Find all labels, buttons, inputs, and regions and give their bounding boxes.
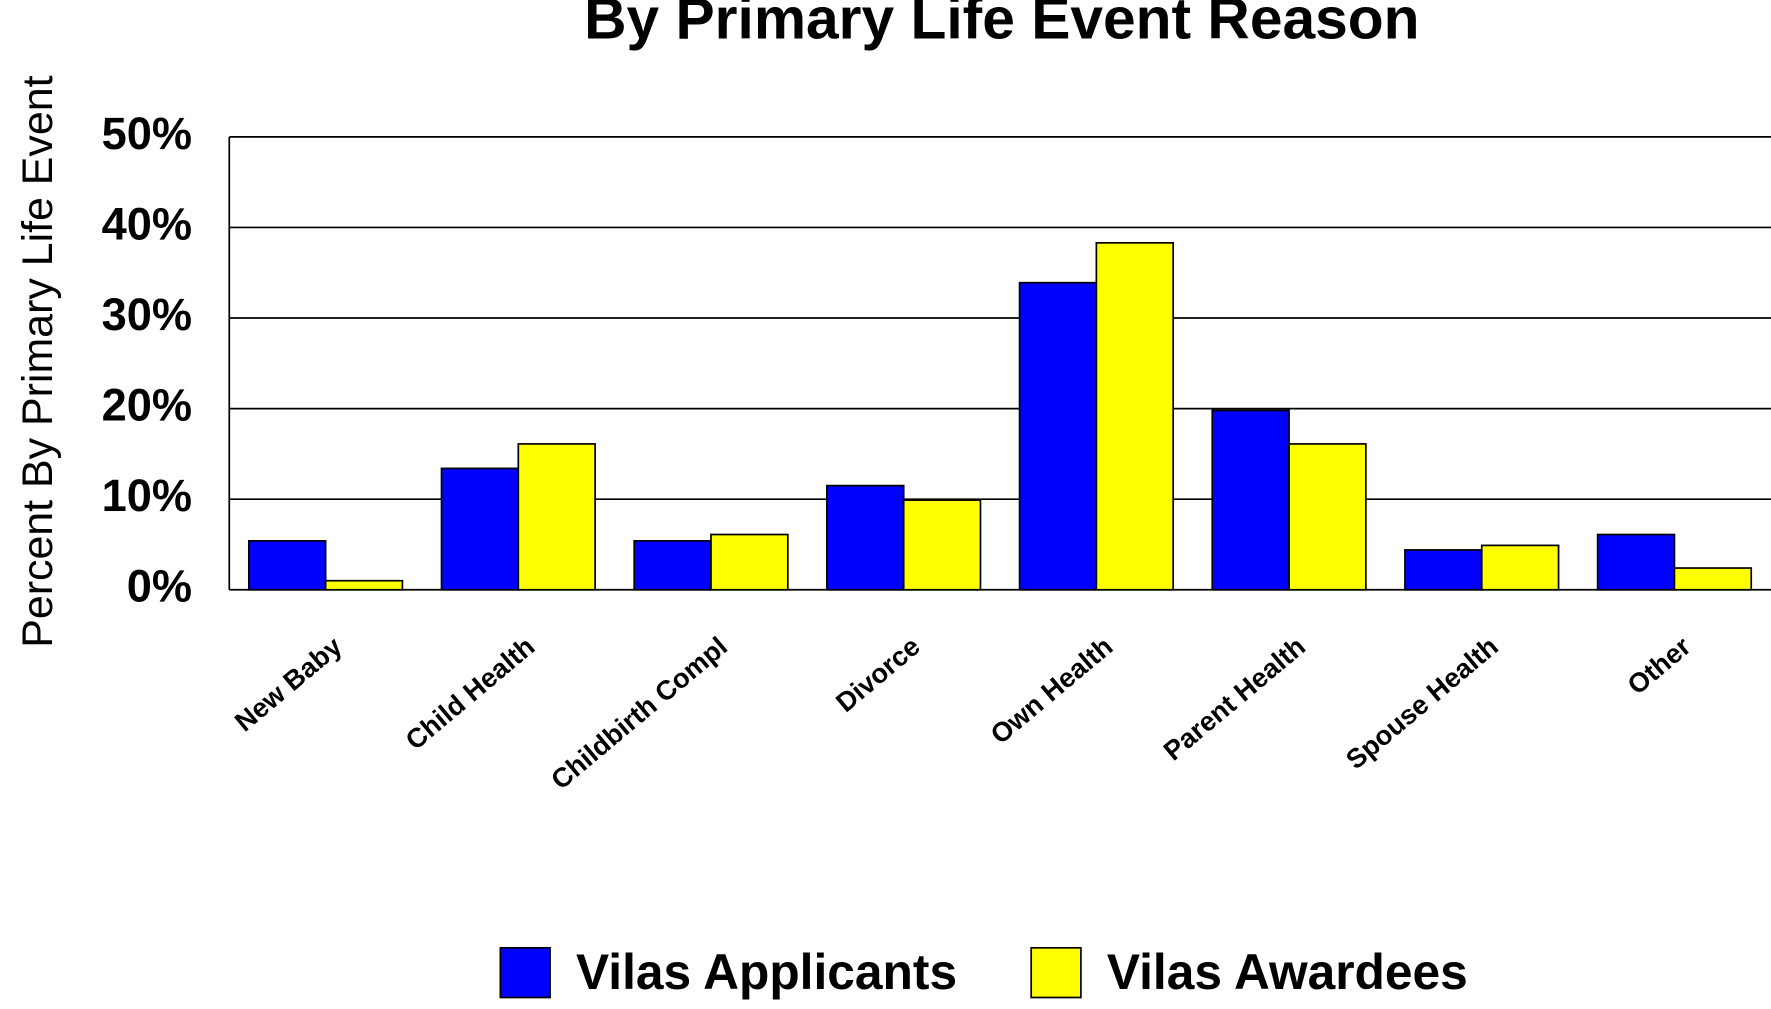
legend-swatch bbox=[499, 946, 551, 999]
x-tick-label: Own Health bbox=[984, 630, 1118, 750]
legend-label: Vilas Applicants bbox=[576, 944, 957, 1000]
bar bbox=[902, 499, 982, 591]
y-tick-label: 20% bbox=[102, 380, 192, 431]
bar bbox=[710, 533, 789, 591]
x-tick-label: Childbirth Compl bbox=[545, 630, 733, 795]
legend-swatch bbox=[1030, 946, 1082, 999]
bar bbox=[324, 579, 404, 591]
x-tick-label: New Baby bbox=[229, 630, 348, 737]
bar bbox=[1211, 409, 1290, 591]
y-tick-label: 50% bbox=[102, 108, 192, 159]
bar bbox=[1018, 281, 1098, 591]
x-tick-label: Divorce bbox=[830, 630, 926, 718]
bar bbox=[517, 443, 596, 591]
x-tick-label: Spouse Health bbox=[1340, 630, 1504, 775]
y-tick-label: 30% bbox=[102, 289, 192, 340]
bar bbox=[1288, 443, 1367, 591]
bar bbox=[826, 484, 905, 591]
bar bbox=[1480, 544, 1560, 591]
bar bbox=[440, 467, 520, 591]
bar bbox=[1404, 549, 1483, 591]
legend-label: Vilas Awardees bbox=[1107, 944, 1468, 1000]
bar bbox=[1673, 567, 1753, 591]
y-tick-label: 0% bbox=[127, 561, 192, 612]
y-tick-label: 40% bbox=[102, 198, 192, 249]
y-axis-label: Percent By Primary Life Event bbox=[14, 75, 62, 647]
bar bbox=[633, 540, 712, 591]
y-tick-label: 10% bbox=[102, 470, 192, 521]
x-tick-label: Child Health bbox=[399, 630, 540, 755]
bar bbox=[247, 540, 327, 591]
x-tick-label: Other bbox=[1621, 630, 1697, 700]
bar bbox=[1095, 241, 1175, 591]
x-tick-label: Parent Health bbox=[1157, 630, 1311, 766]
chart-title: By Primary Life Event Reason bbox=[584, 0, 1419, 51]
bar bbox=[1596, 533, 1676, 591]
